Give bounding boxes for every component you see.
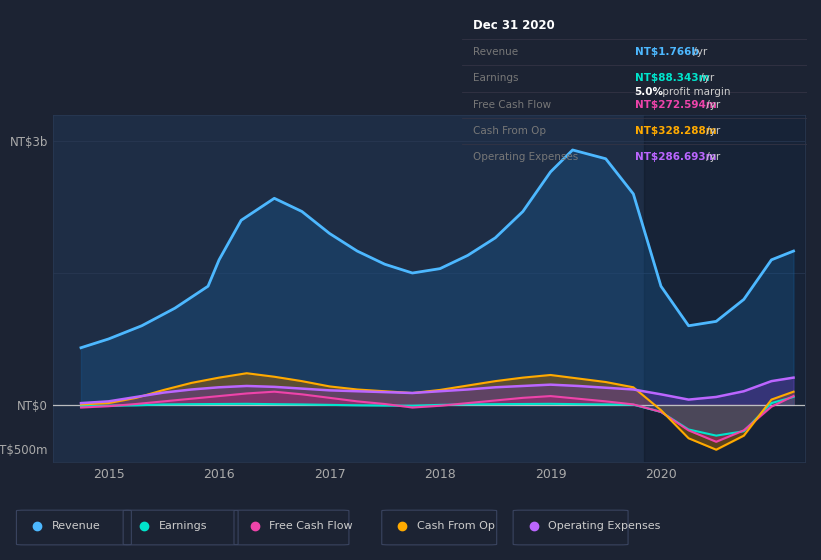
Bar bbox=[644, 115, 805, 462]
Text: Earnings: Earnings bbox=[473, 73, 518, 83]
Text: Free Cash Flow: Free Cash Flow bbox=[269, 521, 353, 531]
Text: 5.0%: 5.0% bbox=[635, 87, 663, 97]
Text: profit margin: profit margin bbox=[659, 87, 731, 97]
Text: /yr: /yr bbox=[703, 126, 720, 136]
Text: Revenue: Revenue bbox=[52, 521, 100, 531]
Text: Dec 31 2020: Dec 31 2020 bbox=[473, 19, 554, 32]
Text: /yr: /yr bbox=[697, 73, 714, 83]
Text: NT$286.693m: NT$286.693m bbox=[635, 152, 716, 162]
Text: NT$88.343m: NT$88.343m bbox=[635, 73, 709, 83]
Text: Revenue: Revenue bbox=[473, 47, 518, 57]
Text: NT$272.594m: NT$272.594m bbox=[635, 100, 717, 110]
Text: Earnings: Earnings bbox=[158, 521, 207, 531]
Text: /yr: /yr bbox=[703, 152, 720, 162]
Text: Operating Expenses: Operating Expenses bbox=[548, 521, 661, 531]
Text: Cash From Op: Cash From Op bbox=[473, 126, 546, 136]
Text: Operating Expenses: Operating Expenses bbox=[473, 152, 578, 162]
Text: Cash From Op: Cash From Op bbox=[417, 521, 495, 531]
Text: /yr: /yr bbox=[703, 100, 720, 110]
Text: NT$328.288m: NT$328.288m bbox=[635, 126, 716, 136]
Text: /yr: /yr bbox=[690, 47, 708, 57]
Text: NT$1.766b: NT$1.766b bbox=[635, 47, 699, 57]
Text: Free Cash Flow: Free Cash Flow bbox=[473, 100, 551, 110]
